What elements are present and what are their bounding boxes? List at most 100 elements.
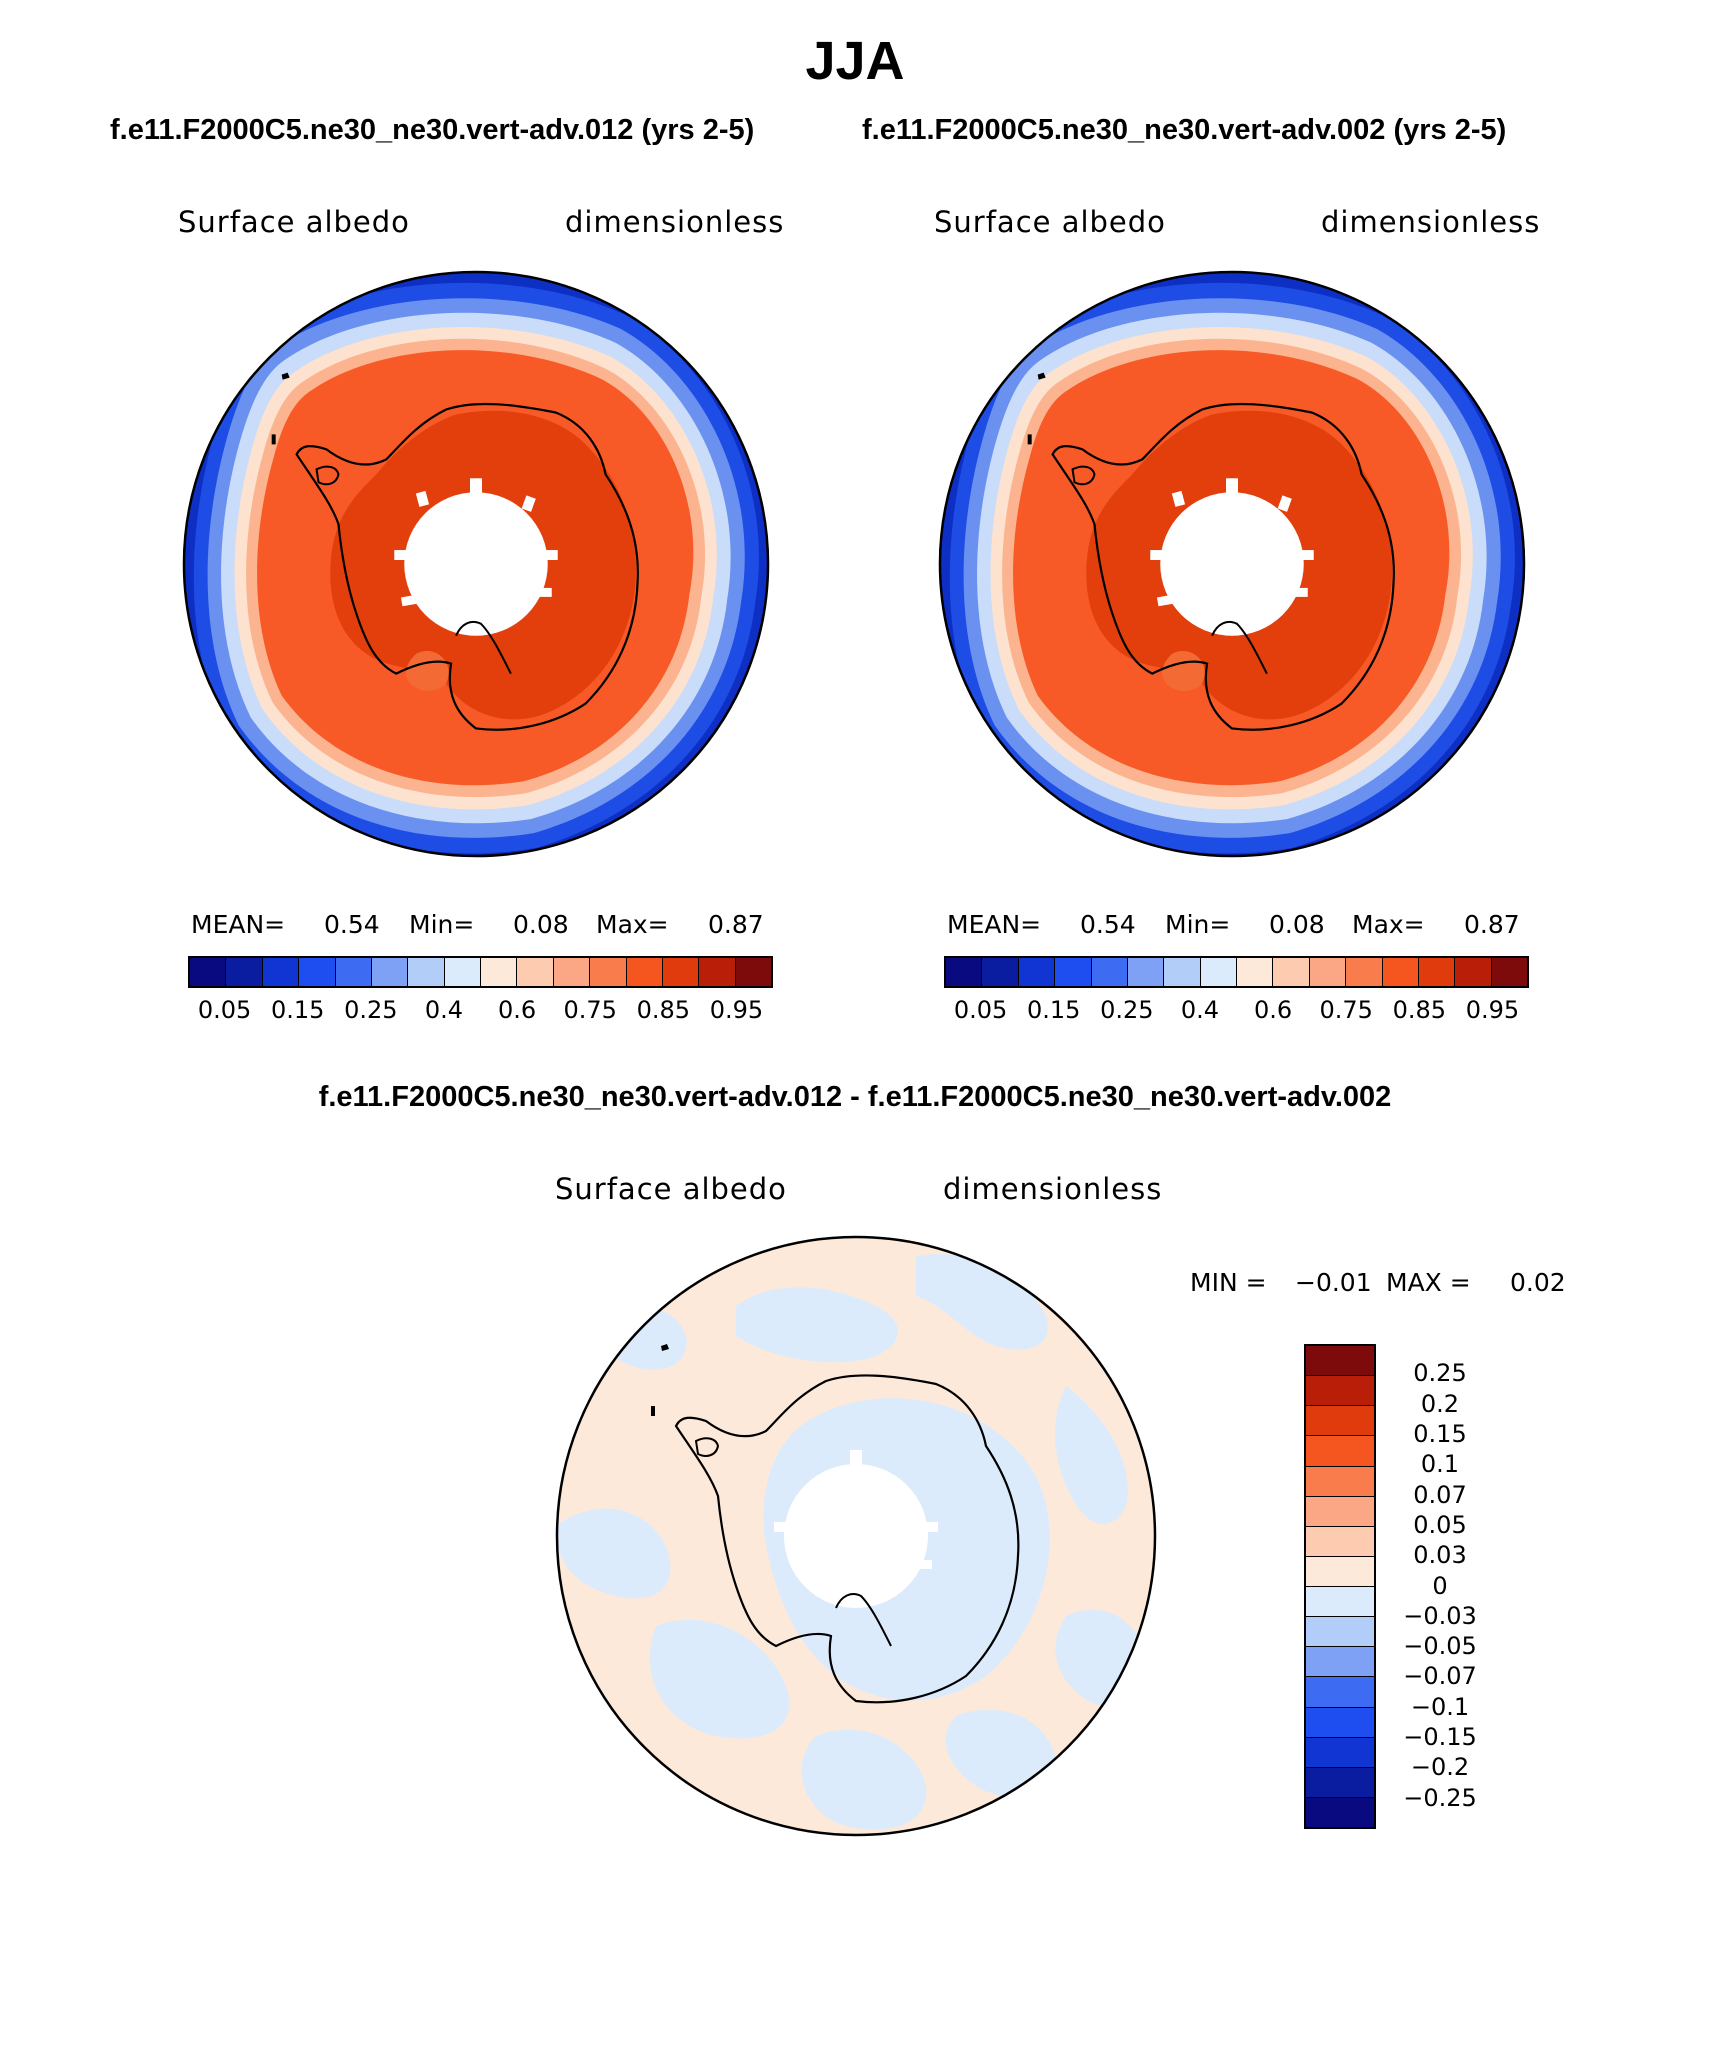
diff-colorbar-tick-label: 0.05 [1413, 1510, 1467, 1539]
panel2-colorbar-ticks: 0.05 0.15 0.25 0.4 0.6 0.75 0.85 0.95 [944, 996, 1529, 1026]
panel2-colorbar-tick-label: 0.85 [1392, 996, 1447, 1024]
panel2-colorbar-tick-label: 0.05 [953, 996, 1008, 1024]
panel1-colorbar-swatch [190, 958, 227, 986]
panel2-colorbar-swatch [1018, 958, 1056, 986]
diff-colorbar [1304, 1344, 1376, 1829]
diff-colorbar-swatch [1306, 1617, 1374, 1648]
panel1-colorbar [188, 956, 773, 988]
panel1-colorbar-ticks: 0.05 0.15 0.25 0.4 0.6 0.75 0.85 0.95 [188, 996, 773, 1026]
diff-colorbar-tick-label: 0 [1432, 1571, 1448, 1600]
diff-colorbar-tick-label: 0.2 [1420, 1389, 1460, 1418]
panel2-units: dimensionless [1321, 205, 1541, 239]
panel1-colorbar-tick-label: 0.6 [497, 996, 537, 1024]
diff-colorbar-swatch [1306, 1587, 1374, 1618]
panel1-max-label: Max= [596, 910, 669, 939]
panel2-max-value: 0.87 [1464, 910, 1520, 939]
panel1-min-value: 0.08 [513, 910, 569, 939]
panel1-map [182, 270, 770, 858]
subtitle-right: f.e11.F2000C5.ne30_ne30.vert-adv.002 (yr… [862, 114, 1507, 146]
diff-colorbar-swatch [1306, 1767, 1374, 1798]
diff-colorbar-swatch [1306, 1677, 1374, 1708]
diff-colorbar-tick-label: −0.07 [1403, 1662, 1477, 1691]
diff-colorbar-swatch [1306, 1526, 1374, 1557]
diff-variable: Surface albedo [555, 1172, 787, 1206]
diff-colorbar-swatch [1306, 1647, 1374, 1678]
diff-units: dimensionless [943, 1172, 1163, 1206]
panel1-colorbar-swatch [590, 958, 627, 986]
panel1-colorbar-swatch [662, 958, 700, 986]
panel2-colorbar-swatch [1346, 958, 1383, 986]
panel1-colorbar-swatch [335, 958, 372, 986]
panel1-colorbar-swatch [735, 958, 771, 986]
panel1-max-value: 0.87 [708, 910, 764, 939]
panel1-units: dimensionless [565, 205, 785, 239]
panel2-colorbar-swatch [1455, 958, 1492, 986]
panel2-colorbar-swatch [1382, 958, 1419, 986]
panel2-colorbar-swatch [1418, 958, 1456, 986]
panel1-variable: Surface albedo [178, 205, 410, 239]
panel1-colorbar-tick-label: 0.15 [270, 996, 325, 1024]
diff-min-label: MIN = [1190, 1268, 1267, 1297]
diff-max-label: MAX = [1386, 1268, 1471, 1297]
panel1-colorbar-tick-label: 0.05 [197, 996, 252, 1024]
diff-colorbar-swatch [1306, 1346, 1374, 1377]
panel1-colorbar-swatch [699, 958, 736, 986]
panel1-colorbar-tick-label: 0.25 [344, 996, 398, 1024]
panel2-colorbar [944, 956, 1529, 988]
diff-colorbar-ticks: 0.25 0.2 0.15 0.1 0.07 0.05 0.03 0 −0.03 −0.05 −0.… [1390, 1344, 1510, 1829]
panel1-min-label: Min= [409, 910, 475, 939]
panel2-mean-label: MEAN= [947, 910, 1042, 939]
panel2-colorbar-tick-label: 0.75 [1319, 996, 1373, 1024]
panel2-max-label: Max= [1352, 910, 1425, 939]
diff-min-value: −0.01 [1295, 1268, 1372, 1297]
panel1-colorbar-swatch [262, 958, 300, 986]
diff-title: f.e11.F2000C5.ne30_ne30.vert-adv.012 - f… [318, 1081, 1392, 1113]
panel2-colorbar-swatch [1491, 958, 1527, 986]
subtitle-left: f.e11.F2000C5.ne30_ne30.vert-adv.012 (yr… [110, 114, 755, 146]
diff-colorbar-swatch [1306, 1707, 1374, 1738]
panel2-colorbar-tick-label: 0.15 [1026, 996, 1081, 1024]
diff-colorbar-tick-label: 0.03 [1413, 1541, 1467, 1570]
panel1-mean-label: MEAN= [191, 910, 286, 939]
panel1-colorbar-tick-label: 0.85 [636, 996, 691, 1024]
diff-colorbar-swatch [1306, 1376, 1374, 1407]
diff-colorbar-swatch [1306, 1466, 1374, 1497]
diff-colorbar-swatch [1306, 1406, 1374, 1437]
diff-colorbar-tick-label: 0.15 [1413, 1419, 1467, 1448]
panel2-variable: Surface albedo [934, 205, 1166, 239]
panel1-colorbar-swatch [626, 958, 663, 986]
panel2-colorbar-swatch [1055, 958, 1092, 986]
panel2-mean-value: 0.54 [1080, 910, 1136, 939]
panel2-colorbar-swatch [1273, 958, 1310, 986]
panel1-colorbar-tick-label: 0.95 [709, 996, 764, 1024]
panel2-colorbar-swatch [1091, 958, 1128, 986]
panel1-colorbar-swatch [299, 958, 336, 986]
diff-colorbar-tick-label: −0.25 [1403, 1783, 1477, 1812]
panel2-colorbar-tick-label: 0.25 [1100, 996, 1154, 1024]
panel1-colorbar-swatch [408, 958, 445, 986]
panel2-colorbar-swatch [1309, 958, 1347, 986]
diff-max-value: 0.02 [1510, 1268, 1566, 1297]
panel1-colorbar-swatch [553, 958, 591, 986]
panel1-mean-value: 0.54 [324, 910, 380, 939]
panel2-colorbar-tick-label: 0.4 [1180, 996, 1220, 1024]
panel2-colorbar-swatch [982, 958, 1019, 986]
diff-colorbar-tick-label: 0.07 [1413, 1480, 1467, 1509]
panel2-colorbar-swatch [946, 958, 983, 986]
figure-title: JJA [805, 31, 905, 91]
diff-colorbar-tick-label: −0.2 [1410, 1753, 1470, 1782]
panel2-colorbar-swatch [1164, 958, 1201, 986]
diff-colorbar-swatch [1306, 1556, 1374, 1587]
panel2-min-label: Min= [1165, 910, 1231, 939]
panel2-colorbar-swatch [1127, 958, 1165, 986]
panel2-colorbar-tick-label: 0.95 [1465, 996, 1520, 1024]
panel2-colorbar-tick-label: 0.6 [1253, 996, 1293, 1024]
panel1-colorbar-swatch [481, 958, 518, 986]
diff-colorbar-tick-label: −0.1 [1410, 1692, 1470, 1721]
panel2-colorbar-swatch [1200, 958, 1237, 986]
diff-colorbar-tick-label: −0.05 [1403, 1632, 1477, 1661]
diff-colorbar-swatch [1306, 1496, 1374, 1527]
diff-colorbar-swatch [1306, 1737, 1374, 1768]
panel1-colorbar-swatch [444, 958, 481, 986]
panel1-colorbar-swatch [517, 958, 554, 986]
